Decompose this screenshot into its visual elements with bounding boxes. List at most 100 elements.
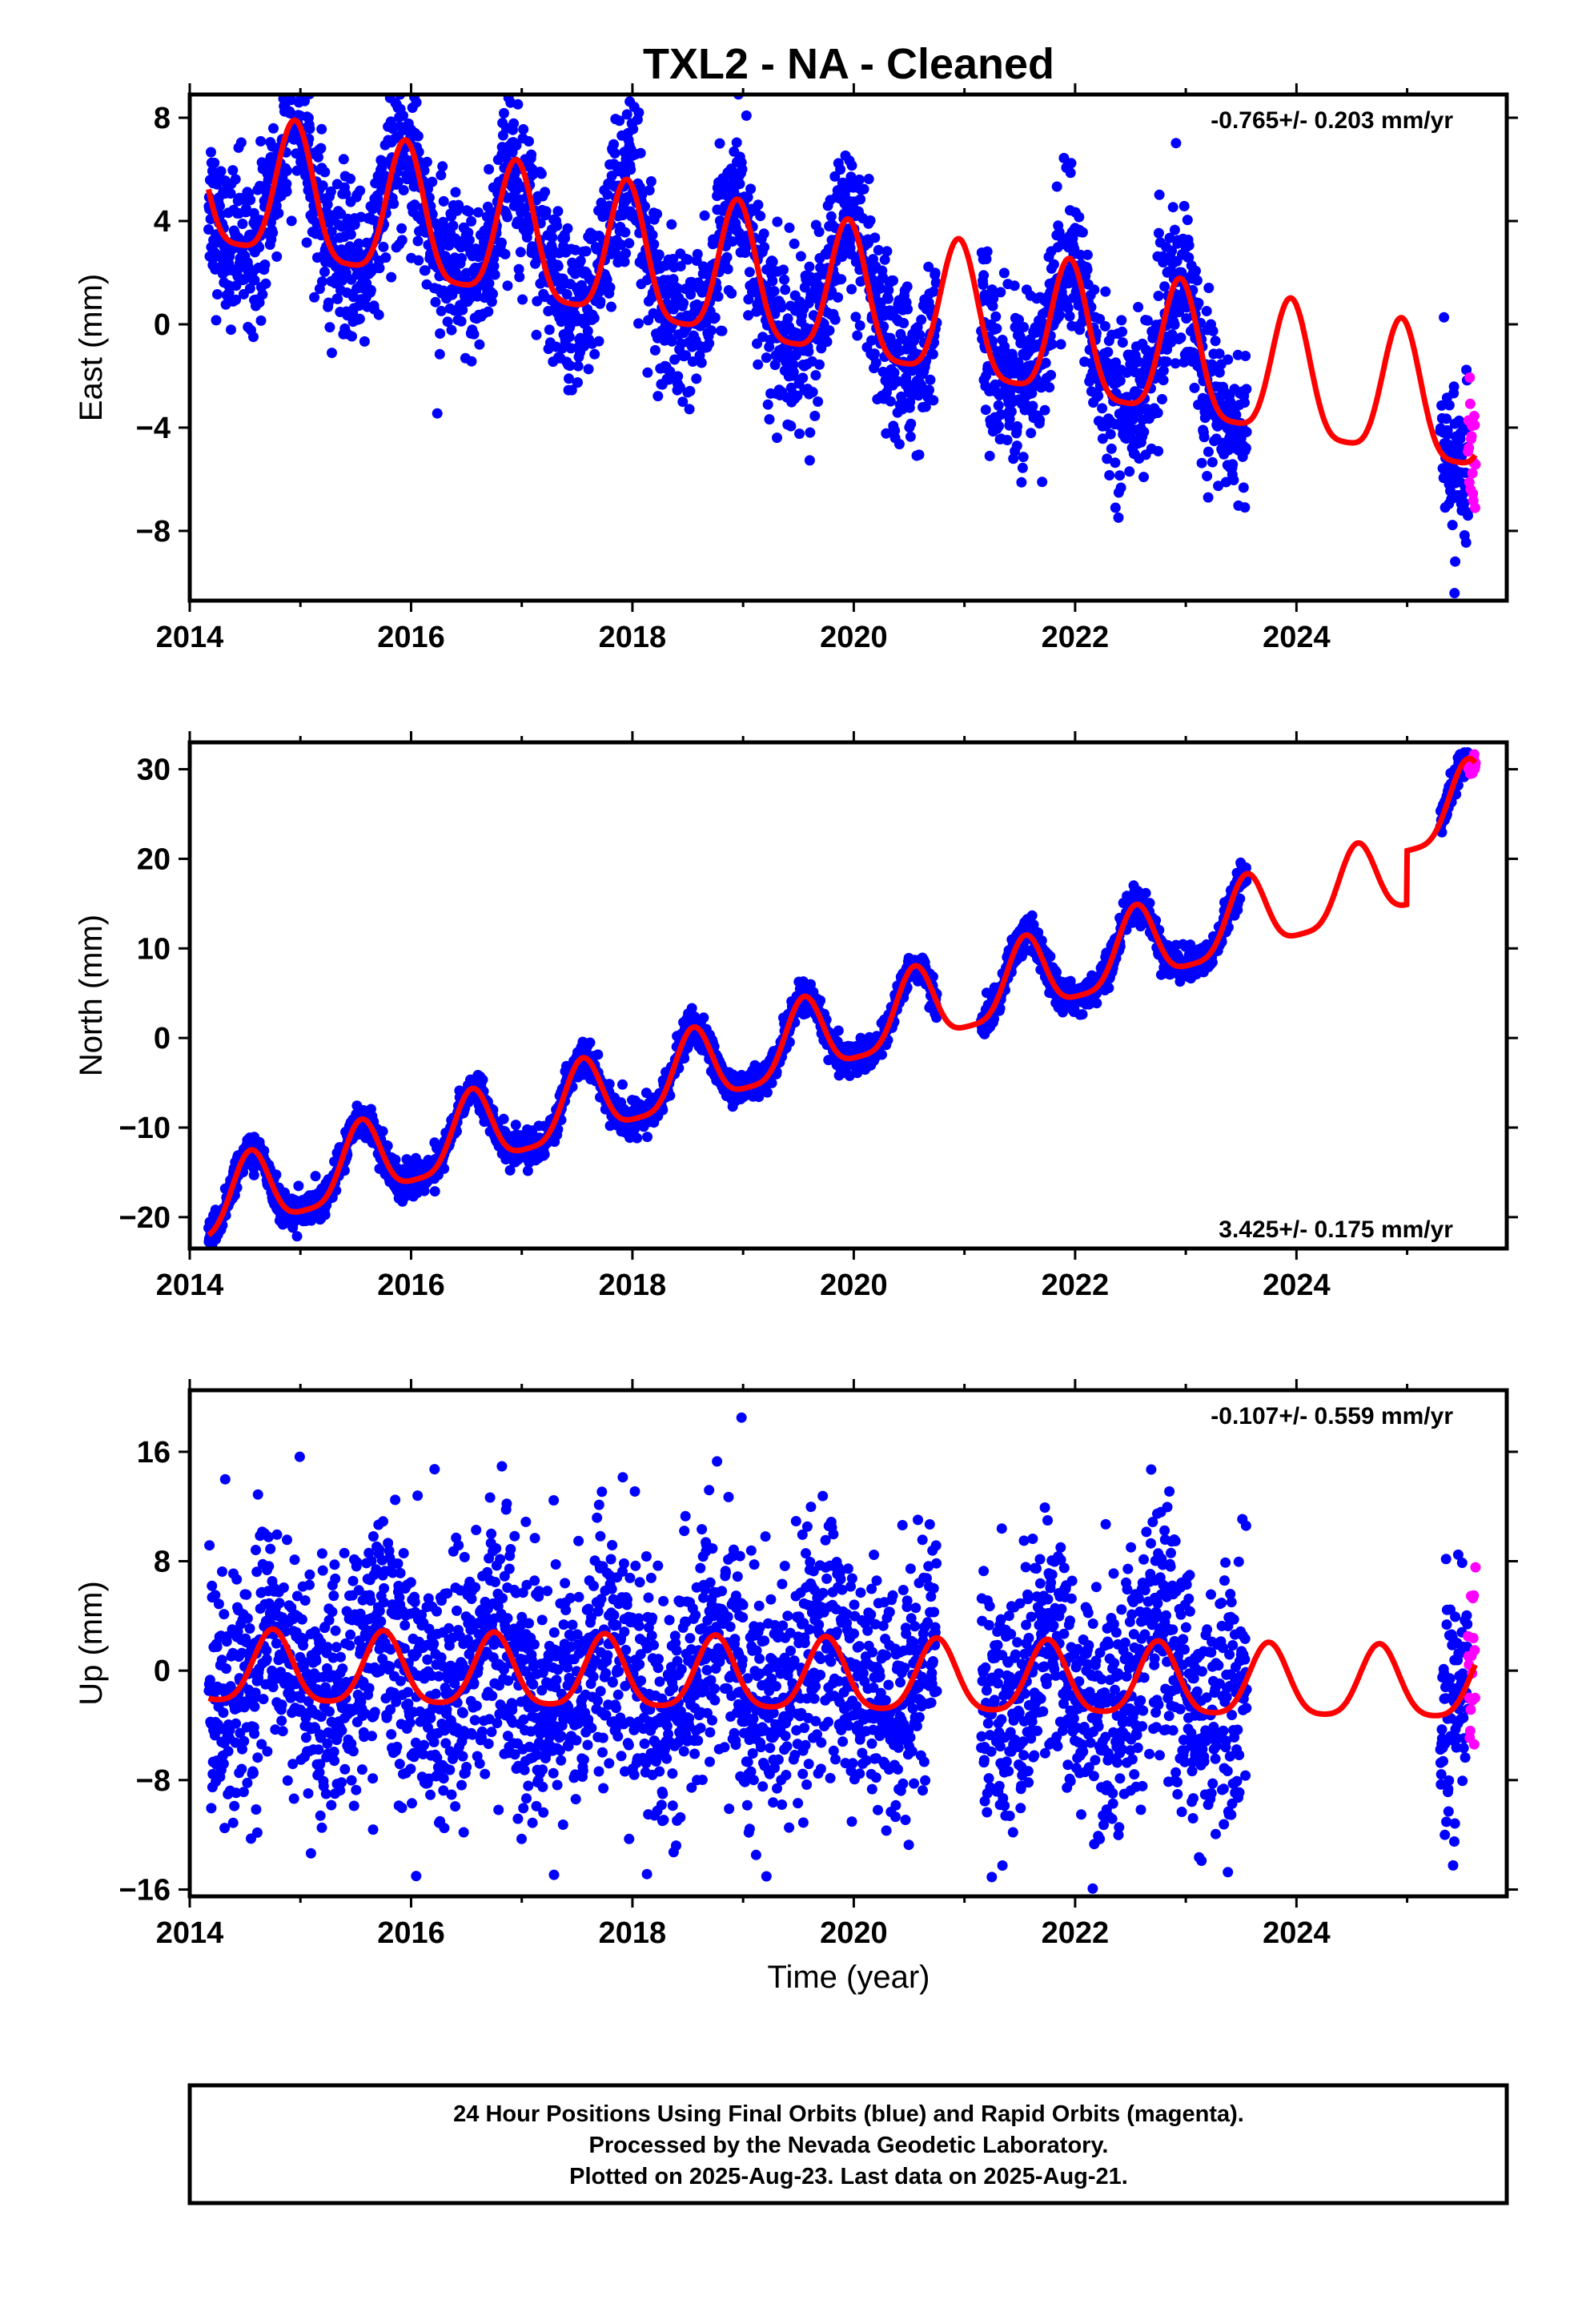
final-orbit-point <box>592 1049 604 1060</box>
final-orbit-point <box>813 396 824 407</box>
final-orbit-point <box>928 395 939 406</box>
final-orbit-point <box>255 315 267 326</box>
final-orbit-point <box>227 165 239 176</box>
final-orbit-point <box>995 287 1006 298</box>
final-orbit-point <box>1166 245 1178 256</box>
final-orbit-point <box>1006 406 1017 417</box>
final-orbit-point <box>206 147 216 158</box>
final-orbit-point <box>753 199 764 211</box>
final-orbit-point <box>566 384 577 396</box>
final-orbit-point <box>281 179 292 190</box>
final-orbit-point <box>281 186 292 197</box>
final-orbit-point <box>353 238 364 249</box>
final-orbit-point <box>382 1140 393 1152</box>
final-orbit-point <box>609 147 620 159</box>
final-orbit-point <box>1018 322 1030 332</box>
final-orbit-point <box>1102 347 1114 358</box>
final-orbit-point <box>412 235 424 247</box>
final-orbit-point <box>327 348 337 359</box>
final-orbit-point <box>858 183 869 195</box>
final-orbit-point <box>435 328 446 339</box>
final-orbit-point <box>1239 502 1251 513</box>
final-orbit-point <box>652 208 663 219</box>
final-orbit-point <box>762 399 773 410</box>
final-orbit-point <box>795 251 806 262</box>
final-orbit-point <box>784 222 795 233</box>
rapid-orbit-point <box>1464 398 1476 409</box>
final-orbit-point <box>794 428 805 440</box>
final-orbit-point <box>1009 280 1020 292</box>
final-orbit-point <box>575 255 586 267</box>
final-orbit-point <box>1138 472 1149 483</box>
final-orbit-point <box>377 1126 388 1137</box>
final-orbit-point <box>544 324 555 336</box>
final-orbit-point <box>666 336 677 347</box>
final-orbit-point <box>589 348 600 360</box>
final-orbit-point <box>1046 369 1057 380</box>
final-orbit-point <box>398 185 409 195</box>
final-orbit-point <box>488 253 500 264</box>
final-orbit-point <box>980 404 991 416</box>
final-orbit-point <box>517 294 528 305</box>
final-orbit-point <box>588 312 600 324</box>
final-orbit-point <box>1443 400 1455 411</box>
x-tick-label: 2016 <box>377 621 445 654</box>
final-orbit-point <box>990 311 1002 322</box>
final-orbit-point <box>267 227 279 239</box>
final-orbit-point <box>709 312 721 324</box>
final-orbit-point <box>271 1169 282 1180</box>
final-orbit-point <box>484 278 495 289</box>
final-orbit-point <box>489 269 500 280</box>
final-orbit-point <box>621 109 632 120</box>
final-orbit-point <box>1089 284 1100 296</box>
final-orbit-point <box>510 1120 521 1131</box>
final-orbit-point <box>1159 281 1170 292</box>
final-orbit-point <box>635 147 646 159</box>
final-orbit-point <box>620 227 631 238</box>
final-orbit-point <box>1141 344 1151 356</box>
final-orbit-point <box>634 182 645 193</box>
final-orbit-point <box>717 325 728 336</box>
final-orbit-point <box>685 385 696 396</box>
north-panel: 2014 2016 2018 2020 2022 20243020100−10−20Nor… <box>74 731 1518 1302</box>
final-orbit-point <box>691 373 702 384</box>
final-orbit-point <box>1196 457 1207 468</box>
y-tick-label: −4 <box>136 412 171 445</box>
final-orbit-point <box>319 266 330 277</box>
final-orbit-point <box>248 332 259 343</box>
final-orbit-point <box>628 123 639 135</box>
final-orbit-point <box>512 99 524 110</box>
final-orbit-point <box>614 115 625 127</box>
model-curve <box>206 117 1478 466</box>
final-orbit-point <box>365 284 376 296</box>
final-orbit-point <box>644 185 655 196</box>
final-orbit-point <box>991 323 1002 334</box>
final-orbit-point <box>636 190 648 201</box>
final-orbit-point <box>869 348 880 360</box>
final-orbit-point <box>283 38 293 48</box>
final-orbit-point <box>648 239 660 250</box>
final-orbit-point <box>1240 443 1251 454</box>
final-orbit-point <box>1169 224 1180 235</box>
final-orbit-point <box>734 179 745 190</box>
final-orbit-point <box>1199 432 1210 443</box>
final-orbit-point <box>1046 339 1058 350</box>
final-orbit-point <box>1066 158 1077 169</box>
final-orbit-point <box>1450 556 1461 567</box>
final-orbit-point <box>355 185 366 196</box>
final-orbit-point <box>745 183 757 195</box>
final-orbit-point <box>212 289 223 300</box>
final-orbit-point <box>767 275 778 287</box>
final-orbit-point <box>902 304 913 315</box>
final-orbit-point <box>652 391 664 402</box>
final-orbit-point <box>761 1087 773 1098</box>
final-orbit-point <box>1183 252 1195 263</box>
final-orbit-point <box>1191 265 1201 276</box>
final-orbit-point <box>836 274 847 285</box>
final-orbit-point <box>893 376 903 387</box>
final-orbit-point <box>231 294 242 305</box>
final-orbit-point <box>562 223 573 234</box>
final-orbit-point <box>1175 332 1186 344</box>
final-orbit-point <box>486 296 497 308</box>
final-orbit-point <box>432 408 443 419</box>
